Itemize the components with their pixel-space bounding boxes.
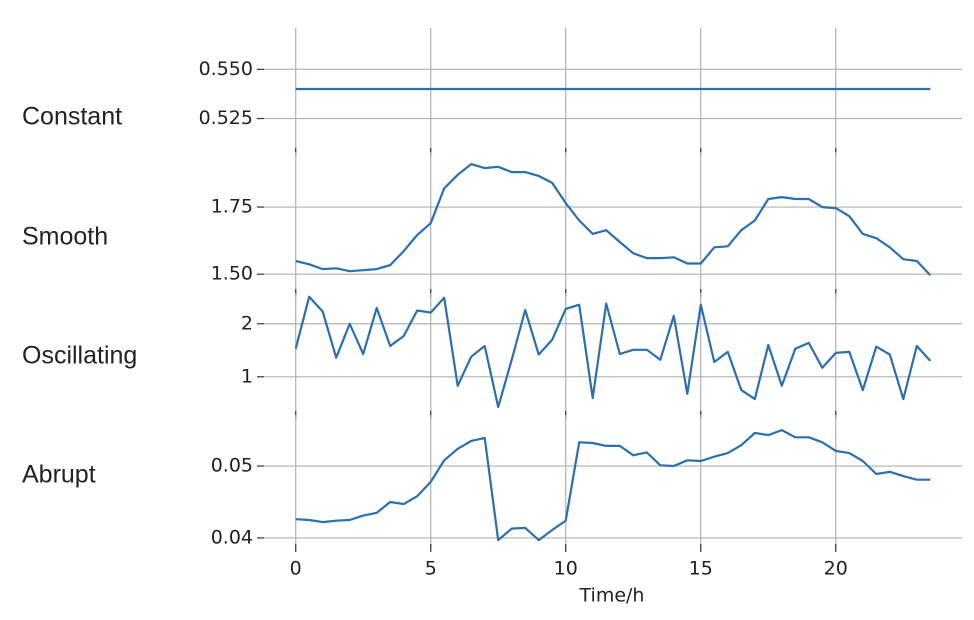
line [295, 429, 931, 542]
row-label: Abrupt [22, 461, 96, 489]
y-tick-label: 0.04 [211, 526, 253, 548]
y-tick-label: 0.525 [199, 107, 253, 129]
line [294, 295, 932, 409]
x-tick-label: 10 [554, 558, 578, 580]
row-label: Oscillating [22, 342, 137, 370]
x-tick-label: 5 [425, 558, 437, 580]
line [295, 163, 932, 277]
x-tick-label: 20 [824, 558, 848, 580]
row-label: Constant [22, 103, 122, 131]
y-tick-label: 1 [241, 365, 253, 387]
y-tick-label: 0.05 [211, 455, 253, 477]
x-tick-label: 15 [689, 558, 713, 580]
x-axis-label: Time/h [579, 585, 645, 607]
y-tick-label: 1.50 [211, 263, 253, 285]
row-label: Smooth [22, 223, 108, 251]
y-tick-label: 2 [241, 312, 253, 334]
y-tick-label: 0.550 [199, 58, 253, 80]
y-tick-label: 1.75 [211, 196, 253, 218]
x-tick-label: 0 [290, 558, 302, 580]
